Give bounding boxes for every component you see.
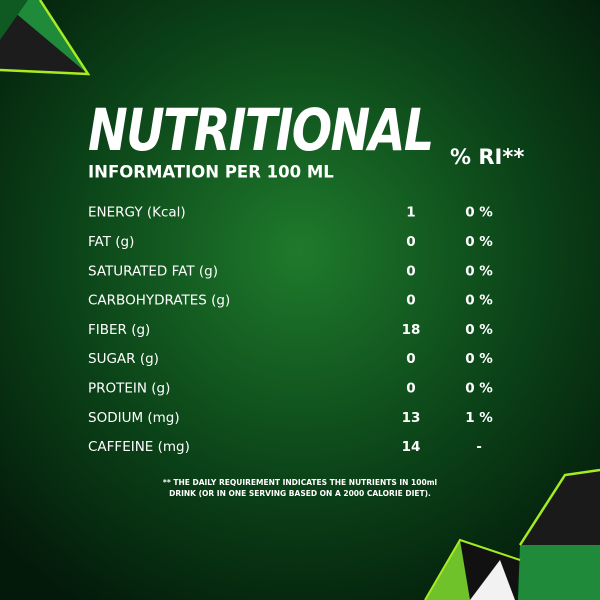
nutrient-name: FIBER (g) (88, 322, 150, 338)
footnote-line: DRINK (OR IN ONE SERVING BASED ON A 2000… (169, 489, 431, 498)
nutrient-ri: 0 % (465, 322, 493, 338)
nutrient-name: SUGAR (g) (88, 351, 159, 367)
nutrient-value: 18 (402, 322, 421, 338)
nutrient-ri: 1 % (465, 410, 493, 426)
nutrient-name: CAFFEINE (mg) (88, 439, 190, 455)
nutrient-ri: 0 % (465, 205, 493, 221)
nutrient-name: SATURATED FAT (g) (88, 263, 218, 279)
nutrient-value: 0 (406, 380, 415, 396)
footnote-line: ** THE DAILY REQUIREMENT INDICATES THE N… (163, 478, 437, 487)
nutrient-ri: 0 % (465, 293, 493, 309)
decoration-top-left (0, 0, 91, 76)
nutrient-ri: - (476, 439, 482, 455)
nutrient-name: PROTEIN (g) (88, 380, 170, 396)
title: NUTRITIONAL (88, 96, 432, 164)
nutrient-value: 14 (402, 439, 421, 455)
nutrient-value: 0 (406, 293, 415, 309)
table: ENERGY (Kcal) 1 0 % FAT (g) 0 0 % SATURATED FA… (70, 197, 516, 463)
nutrient-value: 1 (406, 205, 415, 221)
subtitle: INFORMATION PER 100 ML (88, 163, 334, 182)
nutrient-name: SODIUM (mg) (88, 410, 180, 426)
nutrient-ri: 0 % (465, 263, 493, 279)
decoration-bottom-right (424, 468, 600, 600)
nutrient-ri: 0 % (465, 351, 493, 367)
nutrient-ri: 0 % (465, 234, 493, 250)
nutrient-value: 0 (406, 263, 415, 279)
nutrient-value: 13 (402, 410, 421, 426)
nutrient-value: 0 (406, 351, 415, 367)
nutrient-ri: 0 % (465, 380, 493, 396)
nutrient-name: FAT (g) (88, 234, 134, 250)
nutrient-name: CARBOHYDRATES (g) (88, 293, 230, 309)
ri-header: % RI** (450, 145, 524, 169)
nutrient-value: 0 (406, 234, 415, 250)
nutrient-name: ENERGY (Kcal) (88, 205, 186, 221)
